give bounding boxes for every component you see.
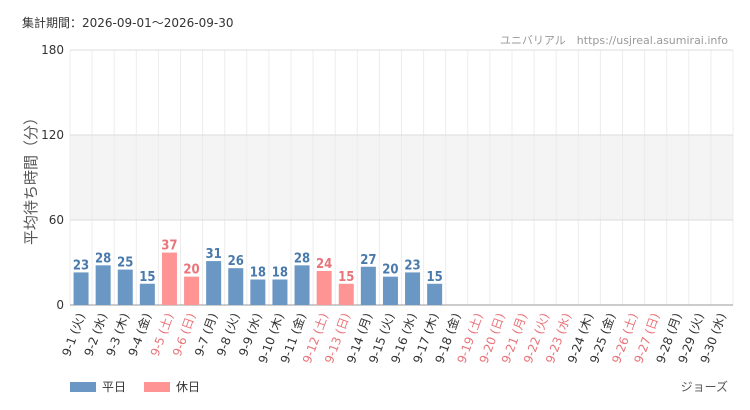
bar [360,266,376,305]
bar [316,271,332,305]
bar-value-label: 18 [272,266,288,281]
bar [139,283,155,305]
bar [382,276,398,305]
bar [161,252,177,305]
bar-value-label: 23 [404,258,420,273]
y-axis-label: 平均待ち時間（分） [22,110,40,245]
bar [427,283,443,305]
legend-holiday[interactable]: 休日 [144,378,200,395]
bar-value-label: 18 [250,266,266,281]
bar-value-label: 15 [427,270,443,285]
y-tick-label: 0 [56,298,64,312]
bar-value-label: 27 [360,253,376,268]
legend-weekday[interactable]: 平日 [70,378,126,395]
bar-value-label: 15 [338,270,354,285]
bar-value-label: 20 [382,263,398,278]
bar [95,265,111,305]
bar [206,261,222,305]
bar [294,265,310,305]
bar-value-label: 24 [316,257,332,272]
legend-holiday-swatch [144,381,171,392]
y-tick-label: 120 [41,128,64,142]
bar [338,283,354,305]
bar [228,268,244,305]
y-tick-label: 60 [49,213,64,227]
bar [272,279,288,305]
bar [250,279,266,305]
aggregation-period: 集計期間：2026-09-01～2026-09-30 [22,16,234,30]
bar [405,272,421,305]
bar-value-label: 20 [183,263,199,278]
bar [73,272,89,305]
site-credit[interactable]: ユニバリアル https://usjreal.asumirai.info [499,34,728,47]
bar-value-label: 15 [139,270,155,285]
bar-value-label: 37 [161,239,177,254]
bar-value-label: 26 [228,254,244,269]
bar [117,269,133,305]
bar-value-label: 25 [117,256,133,271]
y-tick-label: 180 [41,43,64,57]
attraction-name: ジョーズ [680,380,728,394]
legend: 平日 休日 [70,378,200,395]
bar-value-label: 28 [95,251,111,266]
bar [184,276,200,305]
bar-value-label: 23 [73,258,89,273]
bar-value-label: 31 [206,247,222,262]
bar-value-label: 28 [294,251,310,266]
legend-holiday-label: 休日 [176,380,201,394]
legend-weekday-swatch [70,381,96,392]
legend-weekday-label: 平日 [102,380,127,394]
